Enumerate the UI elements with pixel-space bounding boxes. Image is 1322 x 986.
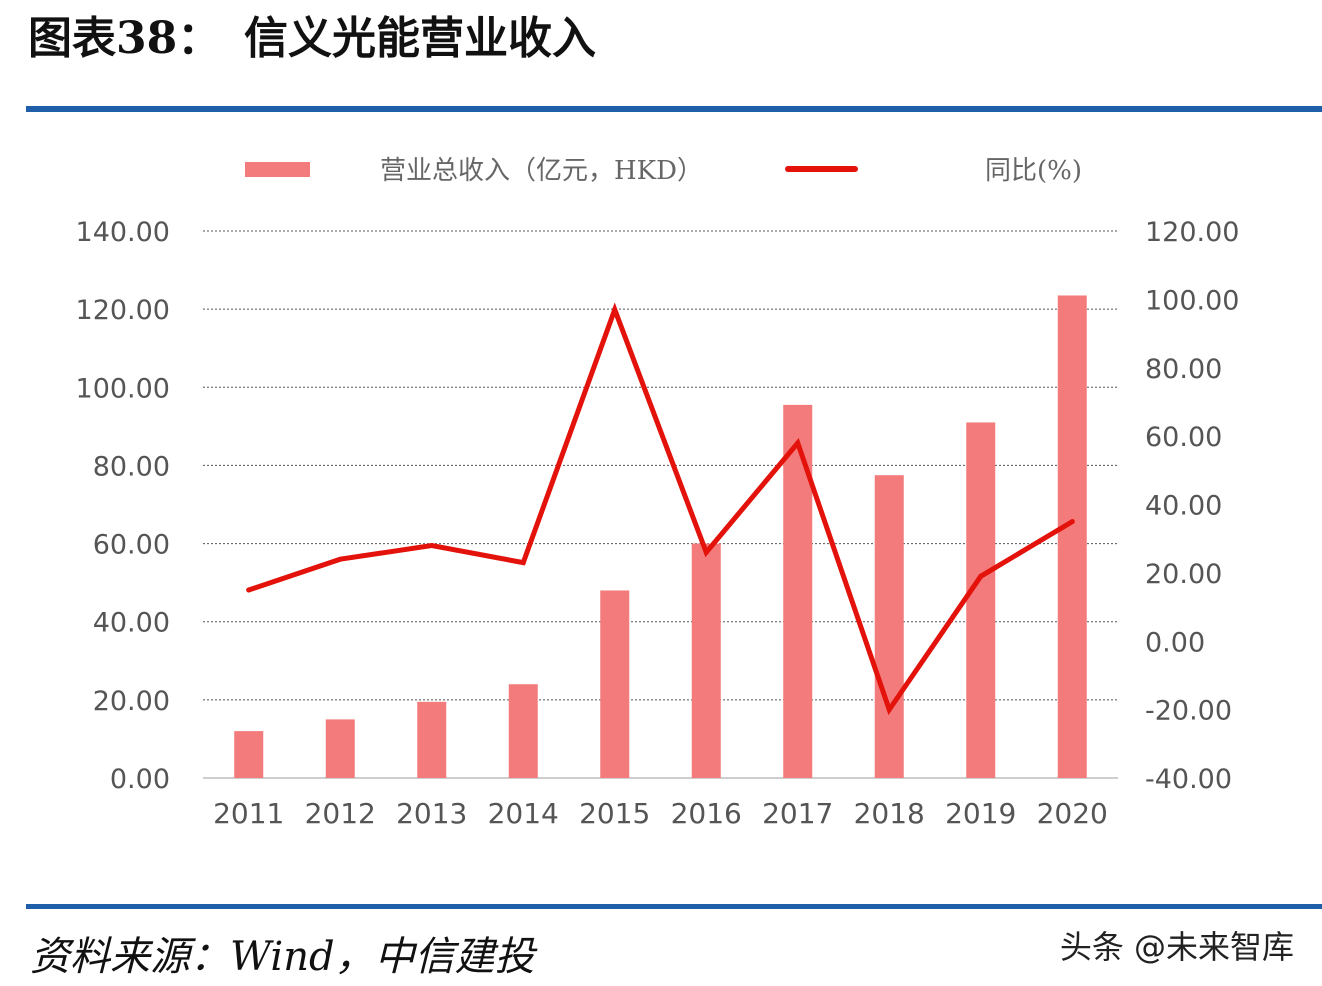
- bar-revenue-2019: [966, 422, 996, 778]
- source-note: 资料来源：Wind，中信建投: [30, 934, 535, 980]
- yoy-point-2012: [337, 556, 343, 562]
- left-axis-tick-label: 60.00: [93, 530, 170, 561]
- watermark-credit: 头条 @未来智库: [1059, 928, 1294, 966]
- x-axis-tick-label: 2011: [213, 797, 284, 830]
- bar-revenue-2017: [783, 404, 813, 778]
- yoy-point-2015: [612, 307, 618, 313]
- right-axis-tick-label: 120.00: [1145, 217, 1239, 248]
- bar-revenue-2020: [1057, 295, 1087, 778]
- bar-revenue-2015: [600, 590, 630, 778]
- yoy-point-2011: [246, 587, 252, 593]
- bar-revenue-2013: [417, 701, 447, 778]
- left-axis-tick-label: 40.00: [93, 608, 170, 639]
- bar-revenue-2014: [508, 684, 538, 778]
- x-axis-tick-label: 2015: [579, 797, 650, 830]
- x-axis-tick-label: 2016: [671, 797, 742, 830]
- figure-title: 信义光能营业收入: [244, 13, 596, 64]
- revenue-chart: 0.00 20.00 40.00 60.00 80.00 100.00 120.00 140.…: [76, 156, 1240, 830]
- footer-divider: [26, 904, 1322, 909]
- bar-revenue-2011: [234, 731, 264, 778]
- left-axis-tick-label: 80.00: [93, 451, 170, 482]
- right-axis-tick-label: 0.00: [1145, 627, 1205, 658]
- legend-swatch-revenue: [245, 162, 310, 177]
- legend-label-yoy: 同比(%): [985, 156, 1082, 186]
- yoy-point-2017: [795, 440, 801, 446]
- x-axis-tick-label: 2012: [305, 797, 376, 830]
- yoy-point-2016: [703, 549, 709, 555]
- yoy-point-2018: [886, 707, 892, 713]
- right-axis-tick-label: 80.00: [1145, 354, 1222, 385]
- right-axis-tick-label: -20.00: [1145, 696, 1232, 727]
- line-yoy-growth: [246, 302, 1075, 716]
- right-axis-tick-label: 20.00: [1145, 559, 1222, 590]
- right-axis-tick-label: 100.00: [1145, 285, 1239, 316]
- x-axis-tick-label: 2017: [762, 797, 833, 830]
- bar-revenue-2018: [874, 475, 904, 778]
- yoy-point-2020: [1069, 519, 1075, 525]
- x-axis-tick-label: 2018: [854, 797, 925, 830]
- x-axis-tick-label: 2014: [488, 797, 559, 830]
- yoy-point-2019: [978, 573, 984, 579]
- left-axis-tick-label: 140.00: [76, 217, 170, 248]
- header-divider: [26, 106, 1322, 112]
- legend-label-revenue: 营业总收入（亿元，HKD）: [380, 156, 703, 186]
- chart-title: 图表38： 信义光能营业收入: [28, 2, 596, 66]
- right-axis-tick-label: 40.00: [1145, 491, 1222, 522]
- x-axis-tick-label: 2013: [396, 797, 467, 830]
- x-axis-tick-label: 2019: [945, 797, 1016, 830]
- figure-label: 图表38：: [28, 13, 222, 64]
- right-axis-tick-label: -40.00: [1145, 764, 1232, 795]
- bar-revenue-2016: [691, 543, 721, 778]
- yoy-point-2014: [520, 560, 526, 566]
- x-axis-tick-label: 2020: [1037, 797, 1108, 830]
- left-axis-tick-label: 100.00: [76, 373, 170, 404]
- left-axis-tick-label: 0.00: [110, 764, 170, 795]
- left-axis-tick-label: 120.00: [76, 295, 170, 326]
- bar-revenue-2012: [325, 719, 355, 778]
- yoy-point-2013: [429, 543, 435, 549]
- right-axis-tick-label: 60.00: [1145, 422, 1222, 453]
- left-axis-tick-label: 20.00: [93, 686, 170, 717]
